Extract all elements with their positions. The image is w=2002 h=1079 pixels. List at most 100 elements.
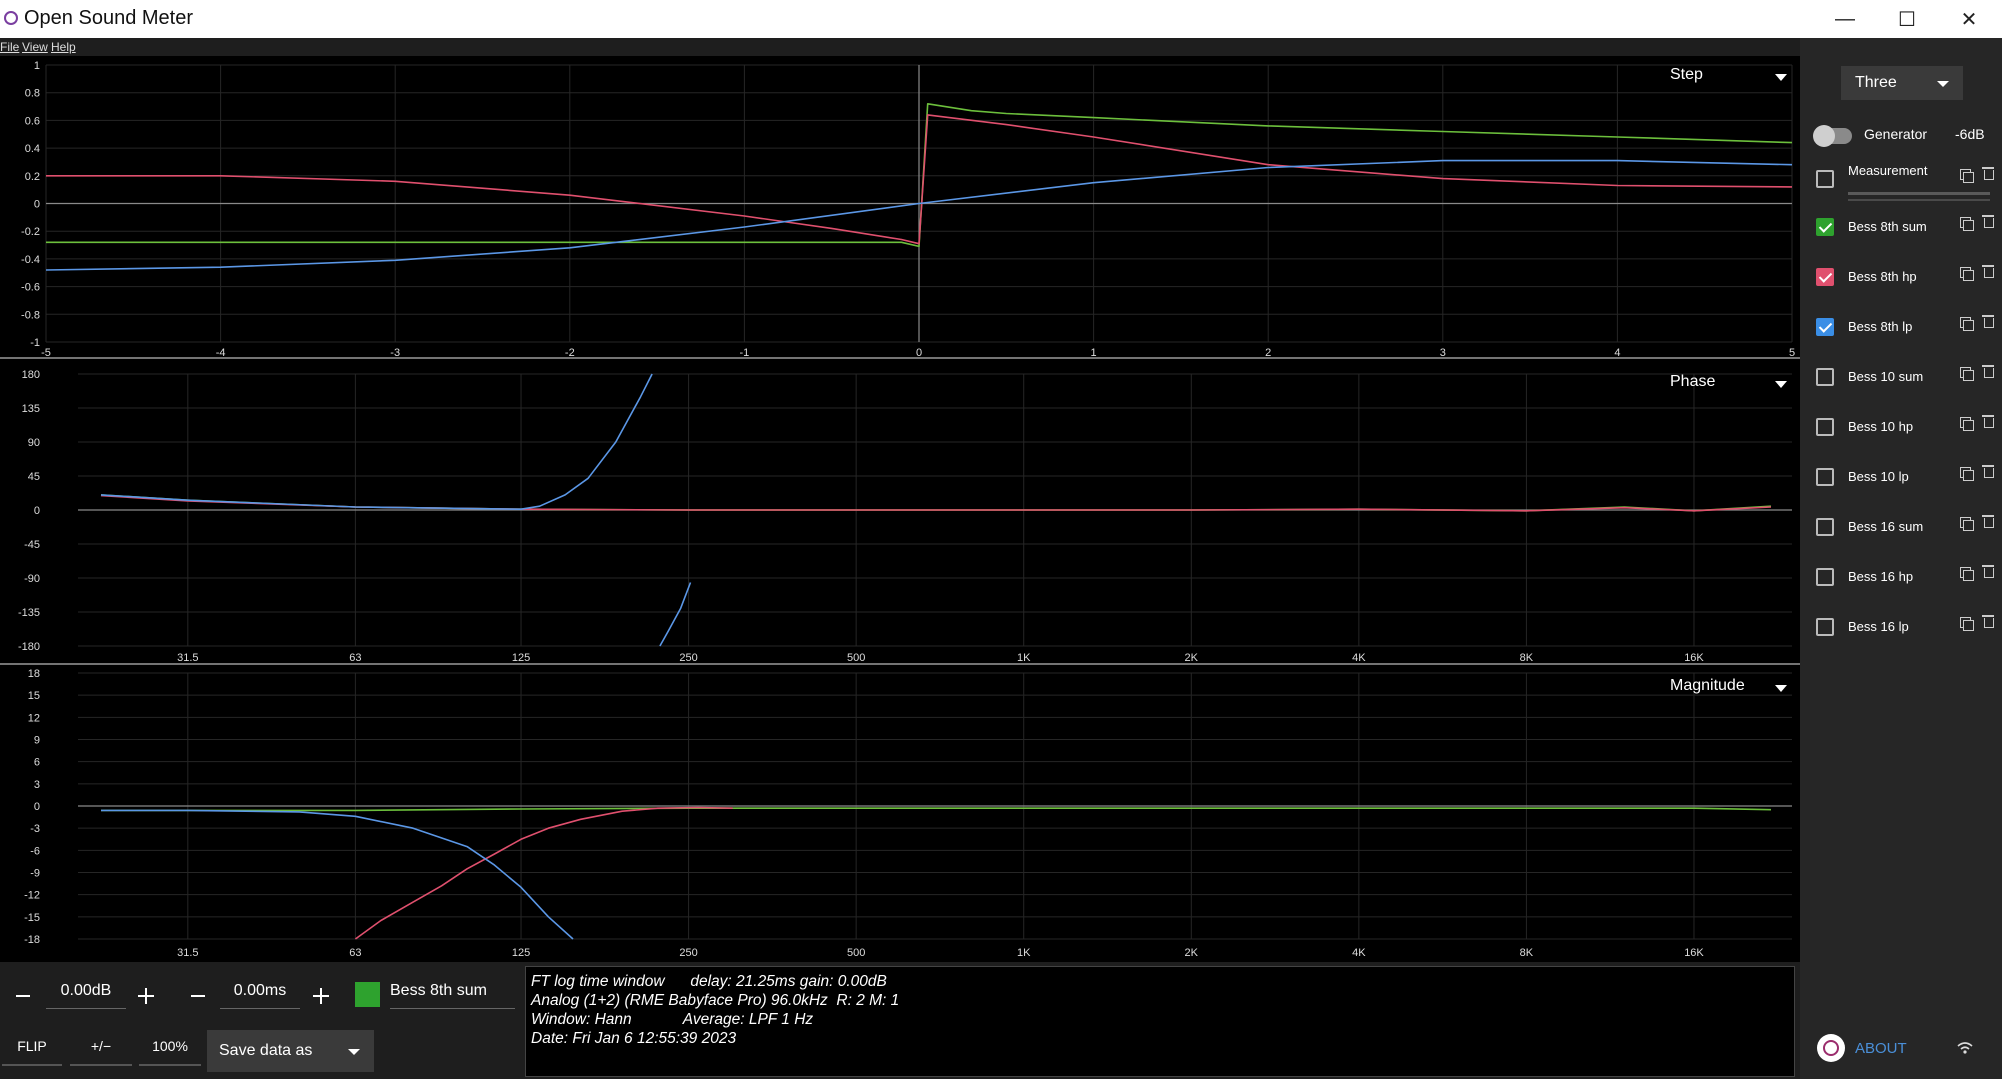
- gain-value[interactable]: 0.00dB: [46, 982, 126, 1009]
- x-tick-label: 500: [847, 947, 865, 959]
- chevron-down-icon: [348, 1049, 360, 1055]
- trash-icon[interactable]: [1982, 465, 1994, 478]
- y-tick-label: 0: [34, 199, 40, 211]
- source-row[interactable]: Bess 16 hp: [1800, 558, 2002, 598]
- source-row[interactable]: Bess 8th sum: [1800, 208, 2002, 248]
- x-tick-label: 1: [1091, 347, 1097, 359]
- about-logo-icon[interactable]: [1817, 1034, 1845, 1062]
- y-tick-label: 6: [34, 757, 40, 769]
- y-tick-label: 0.4: [25, 143, 40, 155]
- source-checkbox[interactable]: [1816, 218, 1834, 236]
- trash-icon[interactable]: [1982, 565, 1994, 578]
- source-checkbox[interactable]: [1816, 318, 1834, 336]
- copy-icon[interactable]: [1960, 367, 1974, 381]
- source-name: Bess 8th lp: [1848, 319, 1913, 334]
- x-tick-label: 1K: [1017, 947, 1031, 959]
- y-tick-label: -90: [24, 573, 40, 585]
- x-tick-label: 5: [1789, 347, 1795, 359]
- gain-increase-icon[interactable]: [138, 988, 154, 1004]
- step-panel-dropdown-icon[interactable]: [1775, 74, 1787, 81]
- trash-icon[interactable]: [1982, 315, 1994, 328]
- copy-icon[interactable]: [1960, 217, 1974, 231]
- trash-icon[interactable]: [1982, 167, 1994, 180]
- close-button[interactable]: ✕: [1960, 8, 1978, 31]
- menu-help[interactable]: Help: [51, 40, 76, 54]
- source-name: Bess 8th hp: [1848, 269, 1917, 284]
- x-tick-label: 31.5: [177, 947, 198, 959]
- y-tick-label: -6: [30, 845, 40, 857]
- series-line: [101, 809, 574, 940]
- maximize-button[interactable]: ☐: [1898, 8, 1916, 31]
- selected-source-name[interactable]: Bess 8th sum: [390, 982, 515, 1009]
- source-row[interactable]: Bess 8th hp: [1800, 258, 2002, 298]
- plots-svg: -5 -4 -3 -2 -1 0 1 2 3 4 510.80.60.40.20-0.2-0.4-0…: [0, 60, 1800, 959]
- delay-decrease-icon[interactable]: [191, 995, 205, 997]
- trash-icon[interactable]: [1982, 265, 1994, 278]
- y-tick-label: -135: [18, 607, 40, 619]
- about-link[interactable]: ABOUT: [1855, 1040, 1907, 1057]
- x-tick-label: -4: [216, 347, 226, 359]
- x-tick-label: 8K: [1520, 947, 1534, 959]
- source-checkbox[interactable]: [1816, 368, 1834, 386]
- measurement-level-bar: [1848, 192, 1990, 195]
- y-tick-label: -0.2: [21, 226, 40, 238]
- copy-icon[interactable]: [1960, 517, 1974, 531]
- trash-icon[interactable]: [1982, 215, 1994, 228]
- chevron-down-icon: [1937, 81, 1949, 87]
- window-title: Open Sound Meter: [24, 7, 193, 29]
- copy-icon[interactable]: [1960, 317, 1974, 331]
- scale-button[interactable]: 100%: [139, 1038, 201, 1066]
- phase-panel-dropdown-icon[interactable]: [1775, 381, 1787, 388]
- copy-icon[interactable]: [1960, 169, 1974, 183]
- generator-level[interactable]: -6dB: [1955, 126, 1985, 142]
- x-tick-label: 500: [847, 652, 865, 664]
- menu-file[interactable]: File: [0, 40, 20, 54]
- source-row[interactable]: Bess 10 sum: [1800, 358, 2002, 398]
- y-tick-label: 0.8: [25, 88, 40, 100]
- copy-icon[interactable]: [1960, 617, 1974, 631]
- generator-toggle[interactable]: [1813, 125, 1852, 147]
- x-tick-label: -5: [41, 347, 51, 359]
- source-name: Bess 10 sum: [1848, 369, 1924, 384]
- source-checkbox[interactable]: [1816, 468, 1834, 486]
- sidebar: Three Generator -6dB Measurement Bess 8t…: [1800, 38, 2002, 1079]
- layout-preset-select[interactable]: Three: [1841, 66, 1963, 100]
- source-checkbox[interactable]: [1816, 268, 1834, 286]
- series-line: [354, 806, 733, 940]
- wifi-icon[interactable]: [1956, 1039, 1974, 1057]
- copy-icon[interactable]: [1960, 567, 1974, 581]
- menu-bar: File View Help: [0, 38, 1800, 56]
- gain-decrease-icon[interactable]: [16, 995, 30, 997]
- polarity-button[interactable]: +/−: [70, 1038, 132, 1066]
- trash-icon[interactable]: [1982, 365, 1994, 378]
- trash-icon[interactable]: [1982, 415, 1994, 428]
- y-tick-label: 18: [28, 668, 40, 680]
- menu-view[interactable]: View: [22, 40, 48, 54]
- measurement-checkbox[interactable]: [1816, 170, 1834, 188]
- source-checkbox[interactable]: [1816, 518, 1834, 536]
- source-row[interactable]: Bess 16 lp: [1800, 608, 2002, 648]
- trash-icon[interactable]: [1982, 515, 1994, 528]
- trash-icon[interactable]: [1982, 615, 1994, 628]
- source-row[interactable]: Bess 10 lp: [1800, 458, 2002, 498]
- source-checkbox[interactable]: [1816, 618, 1834, 636]
- delay-value[interactable]: 0.00ms: [220, 982, 300, 1009]
- measurement-row[interactable]: Measurement: [1800, 160, 2002, 201]
- copy-icon[interactable]: [1960, 417, 1974, 431]
- source-row[interactable]: Bess 10 hp: [1800, 408, 2002, 448]
- y-tick-label: 3: [34, 779, 40, 791]
- y-tick-label: 135: [22, 403, 40, 415]
- source-row[interactable]: Bess 16 sum: [1800, 508, 2002, 548]
- save-data-select[interactable]: Save data as: [207, 1030, 374, 1072]
- y-tick-label: -180: [18, 641, 40, 653]
- info-line: Analog (1+2) (RME Babyface Pro) 96.0kHz …: [531, 992, 900, 1009]
- copy-icon[interactable]: [1960, 467, 1974, 481]
- source-checkbox[interactable]: [1816, 568, 1834, 586]
- magnitude-panel-dropdown-icon[interactable]: [1775, 685, 1787, 692]
- minimize-button[interactable]: —: [1835, 7, 1855, 30]
- delay-increase-icon[interactable]: [313, 988, 329, 1004]
- source-row[interactable]: Bess 8th lp: [1800, 308, 2002, 348]
- flip-button[interactable]: FLIP: [2, 1038, 62, 1066]
- copy-icon[interactable]: [1960, 267, 1974, 281]
- source-checkbox[interactable]: [1816, 418, 1834, 436]
